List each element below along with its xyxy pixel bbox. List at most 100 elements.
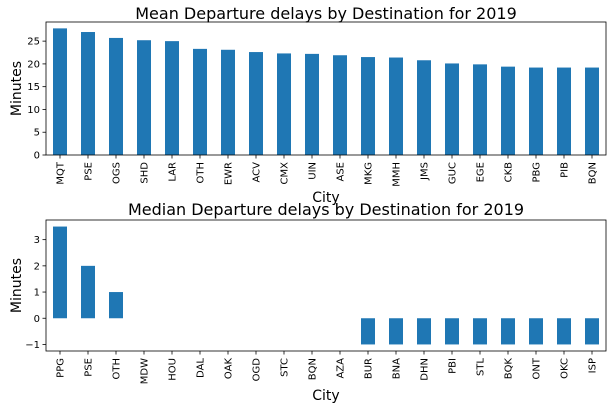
y-tick-label: 20 <box>27 59 40 70</box>
bar-ppg <box>53 226 67 319</box>
bar-pbi <box>445 318 459 345</box>
x-tick-label: ASE <box>336 162 347 182</box>
bar-shd <box>137 40 151 155</box>
x-axis-label: City <box>312 388 339 404</box>
bar-pse <box>81 32 95 155</box>
x-tick-label: UIN <box>308 162 319 180</box>
bar-isp <box>585 318 599 345</box>
bar-pbg <box>529 67 543 155</box>
x-tick-label: PIB <box>560 162 571 178</box>
x-tick-label: PBG <box>532 162 543 182</box>
x-tick-label: BQK <box>504 358 515 380</box>
y-tick-label: 0 <box>34 151 40 162</box>
bar-oth <box>193 48 207 156</box>
plot-frame <box>45 21 607 156</box>
x-tick-label: PPG <box>56 358 67 378</box>
x-tick-label: LAR <box>168 162 179 182</box>
bar-ewr <box>221 49 235 155</box>
x-tick-label: PBI <box>448 358 459 374</box>
x-tick-label: EGE <box>476 162 487 182</box>
y-tick-label: 0 <box>34 314 40 325</box>
bars <box>53 28 599 156</box>
y-tick-label: 15 <box>27 82 40 93</box>
bar-ogs <box>109 37 123 155</box>
bars <box>53 226 599 345</box>
x-tick-label: EWR <box>224 162 235 185</box>
y-axis-ticks: −1 0 1 2 3 <box>25 235 46 351</box>
x-axis-ticks: PPG PSE OTH MDW HOU DAL OAK OGD STC BQN AZA BUR BNA D… <box>56 351 599 384</box>
x-tick-label: CMX <box>280 162 291 185</box>
x-tick-label: ONT <box>532 357 543 379</box>
bar-dhn <box>417 318 431 345</box>
bar-stl <box>473 318 487 345</box>
mean-delay-chart: Mean Departure delays by Destination for… <box>9 4 607 206</box>
x-tick-label: OAK <box>224 358 235 380</box>
x-tick-label: MDW <box>140 358 151 384</box>
x-tick-label: JMS <box>420 162 431 181</box>
x-tick-label: OTH <box>112 358 123 380</box>
y-tick-label: −1 <box>25 340 40 351</box>
x-tick-label: BQN <box>308 358 319 380</box>
x-tick-label: STL <box>476 358 487 376</box>
x-tick-label: OTH <box>196 162 207 184</box>
x-tick-label: OGS <box>112 162 123 184</box>
x-tick-label: STC <box>280 358 291 377</box>
y-axis-label: Minutes <box>9 61 25 116</box>
bar-mqt <box>53 28 67 156</box>
x-tick-label: PSE <box>84 162 95 181</box>
y-tick-label: 3 <box>34 235 40 246</box>
x-tick-label: MKG <box>364 162 375 185</box>
x-tick-label: BQN <box>588 162 599 184</box>
x-tick-label: BNA <box>392 358 403 379</box>
bar-mmh <box>389 57 403 155</box>
median-delay-chart: Median Departure delays by Destination f… <box>9 200 607 404</box>
x-tick-label: SHD <box>140 162 151 184</box>
x-tick-label: BUR <box>364 358 375 379</box>
chart-title: Median Departure delays by Destination f… <box>128 200 524 219</box>
bar-okc <box>557 318 571 345</box>
x-tick-label: OKC <box>560 358 571 379</box>
y-tick-label: 2 <box>34 261 40 272</box>
chart-title: Mean Departure delays by Destination for… <box>135 4 517 23</box>
bar-bqn <box>585 67 599 155</box>
bar-bur <box>361 318 375 345</box>
x-tick-label: ACV <box>252 162 263 183</box>
bar-bna <box>389 318 403 345</box>
x-axis-label: City <box>312 190 339 206</box>
x-tick-label: MMH <box>392 162 403 187</box>
y-tick-label: 5 <box>34 128 40 139</box>
bar-ege <box>473 64 487 155</box>
bar-acv <box>249 52 263 156</box>
x-axis-ticks: MQT PSE OGS SHD LAR OTH EWR ACV CMX UIN ASE MKG MMH J… <box>56 155 599 187</box>
y-axis-ticks: 0 5 10 15 20 25 <box>27 37 46 162</box>
x-tick-label: ISP <box>588 358 599 373</box>
bar-pse <box>81 265 95 319</box>
bar-oth <box>109 292 123 319</box>
bar-ont <box>529 318 543 345</box>
x-tick-label: DAL <box>196 358 207 378</box>
x-tick-label: HOU <box>168 358 179 381</box>
bar-ckb <box>501 66 515 155</box>
bar-uin <box>305 53 319 155</box>
plot-frame <box>45 219 607 352</box>
bar-cmx <box>277 53 291 155</box>
y-tick-label: 1 <box>34 288 40 299</box>
y-tick-label: 10 <box>27 105 40 116</box>
x-tick-label: DHN <box>420 358 431 381</box>
y-axis-label: Minutes <box>9 258 25 313</box>
bar-jms <box>417 60 431 156</box>
x-tick-label: OGD <box>252 358 263 382</box>
y-tick-label: 25 <box>27 37 40 48</box>
bar-pib <box>557 67 571 155</box>
bar-lar <box>165 41 179 155</box>
x-tick-label: MQT <box>56 161 67 184</box>
x-tick-label: AZA <box>336 358 347 379</box>
bar-guc <box>445 63 459 156</box>
x-tick-label: CKB <box>504 162 515 183</box>
x-tick-label: PSE <box>84 358 95 377</box>
bar-mkg <box>361 57 375 155</box>
x-tick-label: GUC <box>448 162 459 184</box>
bar-ase <box>333 55 347 155</box>
